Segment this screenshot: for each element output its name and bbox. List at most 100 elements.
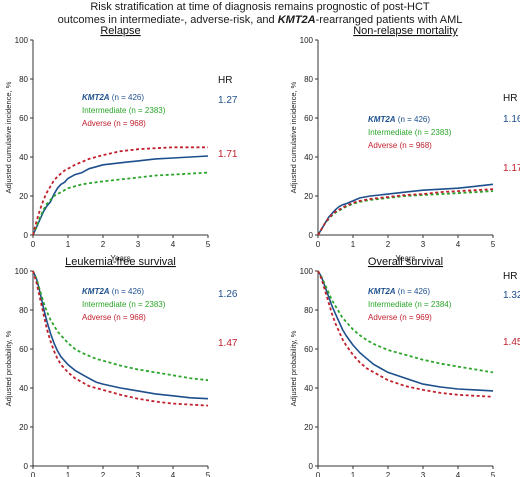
legend-series-name: KMT2A (82, 93, 110, 102)
legend-series-name: Intermediate (82, 106, 127, 115)
hr-value-adverse: 1.47 (218, 338, 238, 349)
legend-series-n: (n = 426) (396, 115, 431, 124)
figure-title-text-after: -rearranged patients with AML (315, 14, 463, 26)
series-line-intermediate (317, 270, 494, 374)
legend-series-name: Intermediate (82, 300, 127, 309)
series-line-adverse (32, 270, 209, 407)
x-tick-label: 3 (136, 471, 141, 477)
series-line-intermediate (32, 171, 209, 236)
y-tick-label: 0 (309, 462, 314, 471)
x-tick-label: 5 (491, 471, 496, 477)
legend-entry-kmt2a: KMT2A (n = 426) (368, 287, 430, 296)
legend-series-name: Adverse (368, 313, 398, 322)
hr-value-adverse: 1.17 (503, 163, 520, 174)
x-tick-label: 3 (421, 471, 426, 477)
hr-value-kmt2a: 1.16 (503, 114, 520, 125)
legend-entry-adverse: Adverse (n = 969) (368, 313, 432, 322)
legend-series-name: Adverse (368, 141, 398, 150)
x-tick-label: 0 (31, 240, 36, 249)
hr-value-adverse: 1.45 (503, 337, 520, 348)
y-tick-label: 40 (304, 384, 313, 393)
x-axis-label: Years (395, 254, 415, 263)
x-tick-label: 4 (456, 240, 461, 249)
figure-title: Risk stratification at time of diagnosis… (0, 1, 520, 27)
legend-entry-adverse: Adverse (n = 968) (368, 141, 432, 150)
legend-series-name: Adverse (82, 119, 112, 128)
legend-entry-kmt2a: KMT2A (n = 426) (368, 115, 430, 124)
panel-title: Non-relapse mortality (353, 25, 458, 37)
y-tick-label: 0 (309, 231, 314, 240)
series-line-kmt2a (32, 155, 209, 236)
legend-entry-intermediate: Intermediate (n = 2383) (82, 106, 166, 115)
y-tick-label: 80 (304, 75, 313, 84)
legend-series-n: (n = 2383) (126, 300, 165, 309)
x-tick-label: 0 (316, 240, 321, 249)
series-line-kmt2a (32, 270, 209, 400)
y-tick-label: 20 (19, 192, 28, 201)
hr-value-kmt2a: 1.27 (218, 95, 238, 106)
figure-title-text-before: outcomes in intermediate-, adverse-risk,… (57, 14, 278, 26)
chart-panel-2: Non-relapse mortality 0 20 40 60 80 100 0 1 2 3 4 5 Y… (289, 25, 520, 263)
legend-entry-intermediate: Intermediate (n = 2383) (82, 300, 166, 309)
legend-series-name: KMT2A (82, 287, 110, 296)
chart-panel-1: Relapse 0 20 40 60 80 100 0 1 2 3 4 5 Years Adjusted c… (4, 25, 238, 263)
figure-title-gene: KMT2A (277, 14, 316, 26)
y-tick-label: 60 (304, 345, 313, 354)
chart-panel-3: Leukemia-free survival 0 20 40 60 80 100 0 1 2 3 4 5… (4, 256, 238, 477)
y-tick-label: 40 (19, 153, 28, 162)
y-axis-label: Adjusted cumulative incidence, % (4, 81, 13, 193)
x-tick-label: 2 (101, 471, 106, 477)
legend-series-name: KMT2A (368, 115, 396, 124)
y-tick-label: 60 (19, 114, 28, 123)
x-tick-label: 1 (66, 240, 71, 249)
x-tick-label: 3 (421, 240, 426, 249)
legend-series-name: Intermediate (368, 300, 413, 309)
x-tick-label: 4 (171, 240, 176, 249)
y-tick-label: 80 (19, 306, 28, 315)
series-line-adverse (32, 146, 208, 236)
y-tick-label: 60 (304, 114, 313, 123)
x-tick-label: 2 (386, 471, 391, 477)
legend-series-n: (n = 2383) (412, 128, 451, 137)
y-tick-label: 20 (19, 423, 28, 432)
legend-series-name: KMT2A (368, 287, 396, 296)
y-tick-label: 0 (24, 231, 29, 240)
x-tick-label: 5 (206, 240, 211, 249)
x-tick-label: 0 (316, 471, 321, 477)
hr-value-kmt2a: 1.26 (218, 289, 238, 300)
legend-entry-intermediate: Intermediate (n = 2384) (368, 300, 452, 309)
y-tick-label: 100 (300, 267, 314, 276)
y-tick-label: 40 (19, 384, 28, 393)
legend-series-n: (n = 426) (110, 287, 145, 296)
panel-title: Leukemia-free survival (65, 256, 176, 268)
series-line-intermediate (317, 190, 494, 236)
y-tick-label: 40 (304, 153, 313, 162)
legend-series-n: (n = 426) (110, 93, 145, 102)
legend-series-n: (n = 968) (397, 141, 432, 150)
series-line-kmt2a (317, 270, 494, 392)
hr-header: HR (218, 75, 232, 86)
hr-header: HR (503, 93, 517, 104)
x-tick-label: 1 (351, 240, 356, 249)
figure-title-line-1: Risk stratification at time of diagnosis… (90, 1, 430, 13)
legend-series-n: (n = 969) (397, 313, 432, 322)
series-line-intermediate (32, 270, 209, 382)
legend-series-n: (n = 968) (111, 119, 146, 128)
x-tick-label: 3 (136, 240, 141, 249)
legend-entry-kmt2a: KMT2A (n = 426) (82, 93, 144, 102)
legend-entry-adverse: Adverse (n = 968) (82, 313, 146, 322)
x-tick-label: 5 (491, 240, 496, 249)
x-axis-label: Years (110, 254, 130, 263)
x-tick-label: 2 (101, 240, 106, 249)
figure-title-line-2: outcomes in intermediate-, adverse-risk,… (0, 14, 520, 27)
y-tick-label: 20 (304, 423, 313, 432)
legend-series-name: Adverse (82, 313, 112, 322)
legend-entry-intermediate: Intermediate (n = 2383) (368, 128, 452, 137)
x-tick-label: 5 (206, 471, 211, 477)
y-tick-label: 60 (19, 345, 28, 354)
legend-series-name: Intermediate (368, 128, 413, 137)
y-tick-label: 100 (15, 36, 29, 45)
hr-value-adverse: 1.71 (218, 149, 238, 160)
x-tick-label: 1 (66, 471, 71, 477)
